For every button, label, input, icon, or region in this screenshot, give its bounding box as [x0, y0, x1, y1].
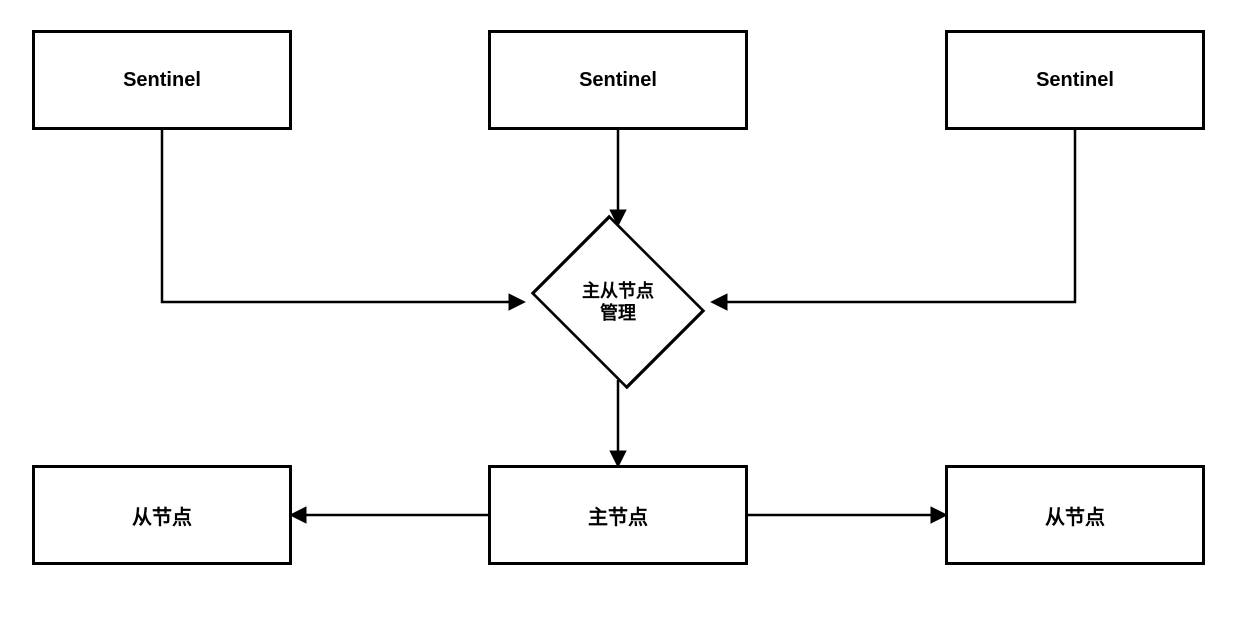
node-label: 主从节点 管理 [582, 280, 654, 325]
edge-sentinel-right-to-manager [713, 130, 1075, 302]
sentinel-architecture-diagram: Sentinel Sentinel Sentinel 主从节点 管理 从节点 主… [0, 0, 1239, 617]
edge-sentinel-left-to-manager [162, 130, 523, 302]
